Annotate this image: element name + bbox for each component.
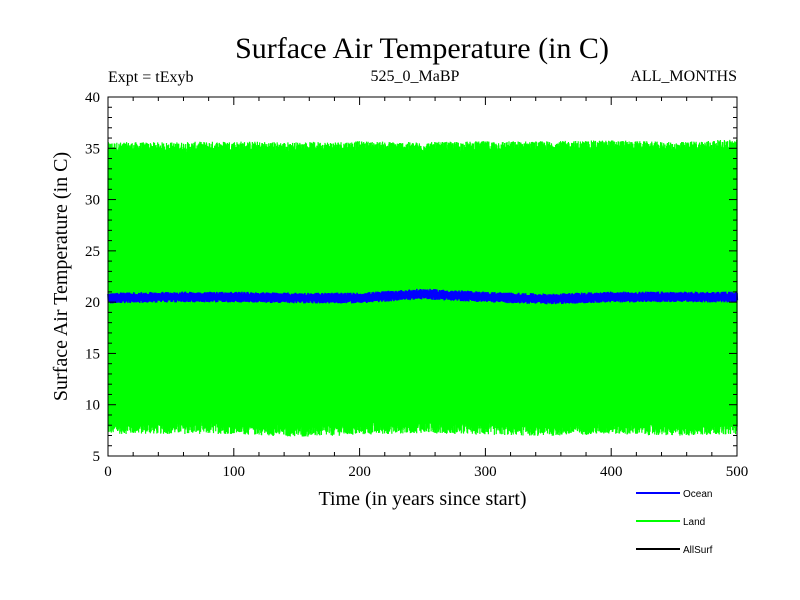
x-tick-label: 100 xyxy=(223,464,246,480)
series-ocean-line xyxy=(107,288,739,305)
legend-label-ocean: Ocean xyxy=(683,489,712,500)
y-tick-label: 30 xyxy=(85,193,100,209)
y-tick-label: 40 xyxy=(85,90,100,106)
subtitle-right: ALL_MONTHS xyxy=(630,68,737,85)
plot-frame xyxy=(107,96,738,457)
x-tick-label: 300 xyxy=(474,464,497,480)
legend-label-allsurf: AllSurf xyxy=(683,545,713,556)
series-layer xyxy=(107,139,739,437)
y-axis-label: Surface Air Temperature (in C) xyxy=(50,152,72,401)
y-tick-label: 25 xyxy=(85,244,100,260)
y-tick-label: 35 xyxy=(85,141,100,157)
y-tick-label: 15 xyxy=(85,346,100,362)
chart-title: Surface Air Temperature (in C) xyxy=(235,32,609,65)
x-tick-label: 0 xyxy=(104,464,112,480)
x-tick-label: 200 xyxy=(348,464,371,480)
x-tick-label: 500 xyxy=(726,464,749,480)
y-tick-label: 5 xyxy=(93,449,101,465)
subtitle-center: 525_0_MaBP xyxy=(371,68,460,85)
legend: Ocean Land AllSurf xyxy=(636,489,713,556)
legend-label-land: Land xyxy=(683,517,705,528)
plot-area xyxy=(107,139,739,437)
y-tick-label: 10 xyxy=(85,398,100,414)
x-axis-label: Time (in years since start) xyxy=(318,488,526,510)
tick-labels-layer: 0 100 200 300 400 500 5 10 15 20 25 30 35 40 xyxy=(85,90,748,480)
y-tick-label: 20 xyxy=(85,295,100,311)
ticks-layer xyxy=(107,96,738,457)
x-tick-label: 400 xyxy=(600,464,623,480)
subtitle-left: Expt = tExyb xyxy=(108,69,193,86)
series-land-line xyxy=(107,139,738,437)
